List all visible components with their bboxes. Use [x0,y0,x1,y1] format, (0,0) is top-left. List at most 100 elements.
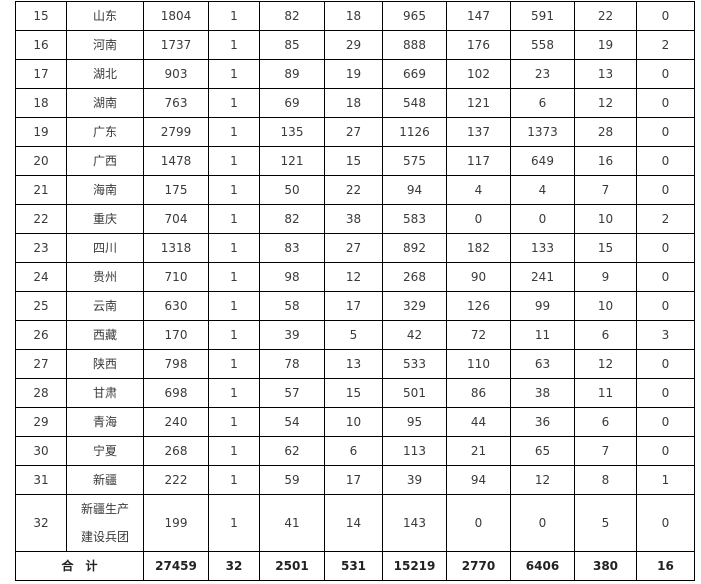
value-cell: 10 [574,291,637,321]
value-cell: 21 [446,436,511,466]
value-cell: 1 [208,233,260,263]
value-cell: 0 [636,494,695,552]
value-cell: 39 [259,320,325,350]
value-cell: 763 [143,88,209,118]
value-cell: 41 [259,494,325,552]
value-cell: 0 [636,1,695,31]
value-cell: 82 [259,204,325,234]
total-value-cell: 16 [636,551,695,581]
row-number-cell: 32 [15,494,67,552]
row-number-cell: 22 [15,204,67,234]
region-cell: 甘肃 [66,378,144,408]
table-row: 31 新疆 222 1 59 17 39 94 12 8 1 [15,465,695,495]
value-cell: 82 [259,1,325,31]
value-cell: 1373 [510,117,575,147]
total-value-cell: 380 [574,551,637,581]
value-cell: 121 [259,146,325,176]
region-cell: 云南 [66,291,144,321]
value-cell: 6 [574,320,637,350]
total-value-cell: 27459 [143,551,209,581]
region-cell: 新疆 [66,465,144,495]
value-cell: 117 [446,146,511,176]
value-cell: 170 [143,320,209,350]
value-cell: 0 [636,291,695,321]
value-cell: 1737 [143,30,209,60]
value-cell: 0 [636,262,695,292]
table-row: 17 湖北 903 1 89 19 669 102 23 13 0 [15,59,695,89]
value-cell: 1 [208,1,260,31]
row-number-cell: 18 [15,88,67,118]
value-cell: 12 [574,88,637,118]
value-cell: 2 [636,204,695,234]
region-cell: 新疆生产 建设兵团 [66,494,144,552]
table-row: 25 云南 630 1 58 17 329 126 99 10 0 [15,291,695,321]
value-cell: 54 [259,407,325,437]
value-cell: 0 [636,233,695,263]
value-cell: 98 [259,262,325,292]
value-cell: 12 [574,349,637,379]
table-row: 26 西藏 170 1 39 5 42 72 11 6 3 [15,320,695,350]
value-cell: 121 [446,88,511,118]
row-number-cell: 25 [15,291,67,321]
value-cell: 329 [382,291,447,321]
value-cell: 12 [324,262,383,292]
row-number-cell: 17 [15,59,67,89]
value-cell: 548 [382,88,447,118]
value-cell: 591 [510,1,575,31]
value-cell: 23 [510,59,575,89]
value-cell: 50 [259,175,325,205]
value-cell: 44 [446,407,511,437]
value-cell: 0 [636,378,695,408]
value-cell: 69 [259,88,325,118]
value-cell: 17 [324,465,383,495]
value-cell: 575 [382,146,447,176]
row-number-cell: 31 [15,465,67,495]
value-cell: 0 [446,204,511,234]
table-row: 22 重庆 704 1 82 38 583 0 0 10 2 [15,204,695,234]
value-cell: 18 [324,88,383,118]
value-cell: 9 [574,262,637,292]
value-cell: 1126 [382,117,447,147]
row-number-cell: 16 [15,30,67,60]
value-cell: 13 [324,349,383,379]
value-cell: 63 [510,349,575,379]
value-cell: 19 [574,30,637,60]
value-cell: 0 [636,88,695,118]
value-cell: 583 [382,204,447,234]
value-cell: 501 [382,378,447,408]
total-value-cell: 32 [208,551,260,581]
value-cell: 78 [259,349,325,379]
value-cell: 1 [208,175,260,205]
value-cell: 1 [208,117,260,147]
value-cell: 0 [636,349,695,379]
value-cell: 1 [208,88,260,118]
value-cell: 113 [382,436,447,466]
value-cell: 175 [143,175,209,205]
value-cell: 533 [382,349,447,379]
value-cell: 59 [259,465,325,495]
region-cell: 广东 [66,117,144,147]
value-cell: 0 [636,146,695,176]
value-cell: 7 [574,436,637,466]
region-line: 新疆生产 [80,502,129,516]
value-cell: 86 [446,378,511,408]
region-cell: 宁夏 [66,436,144,466]
row-number-cell: 21 [15,175,67,205]
row-number-cell: 28 [15,378,67,408]
table-row: 20 广西 1478 1 121 15 575 117 649 16 0 [15,146,695,176]
value-cell: 3 [636,320,695,350]
value-cell: 11 [574,378,637,408]
value-cell: 268 [382,262,447,292]
value-cell: 222 [143,465,209,495]
value-cell: 12 [510,465,575,495]
row-number-cell: 19 [15,117,67,147]
table-row: 19 广东 2799 1 135 27 1126 137 1373 28 0 [15,117,695,147]
value-cell: 1 [208,349,260,379]
row-number-cell: 29 [15,407,67,437]
value-cell: 5 [324,320,383,350]
value-cell: 62 [259,436,325,466]
total-label: 合 计 [15,551,144,581]
value-cell: 94 [382,175,447,205]
row-number-cell: 23 [15,233,67,263]
table-row: 23 四川 1318 1 83 27 892 182 133 15 0 [15,233,695,263]
